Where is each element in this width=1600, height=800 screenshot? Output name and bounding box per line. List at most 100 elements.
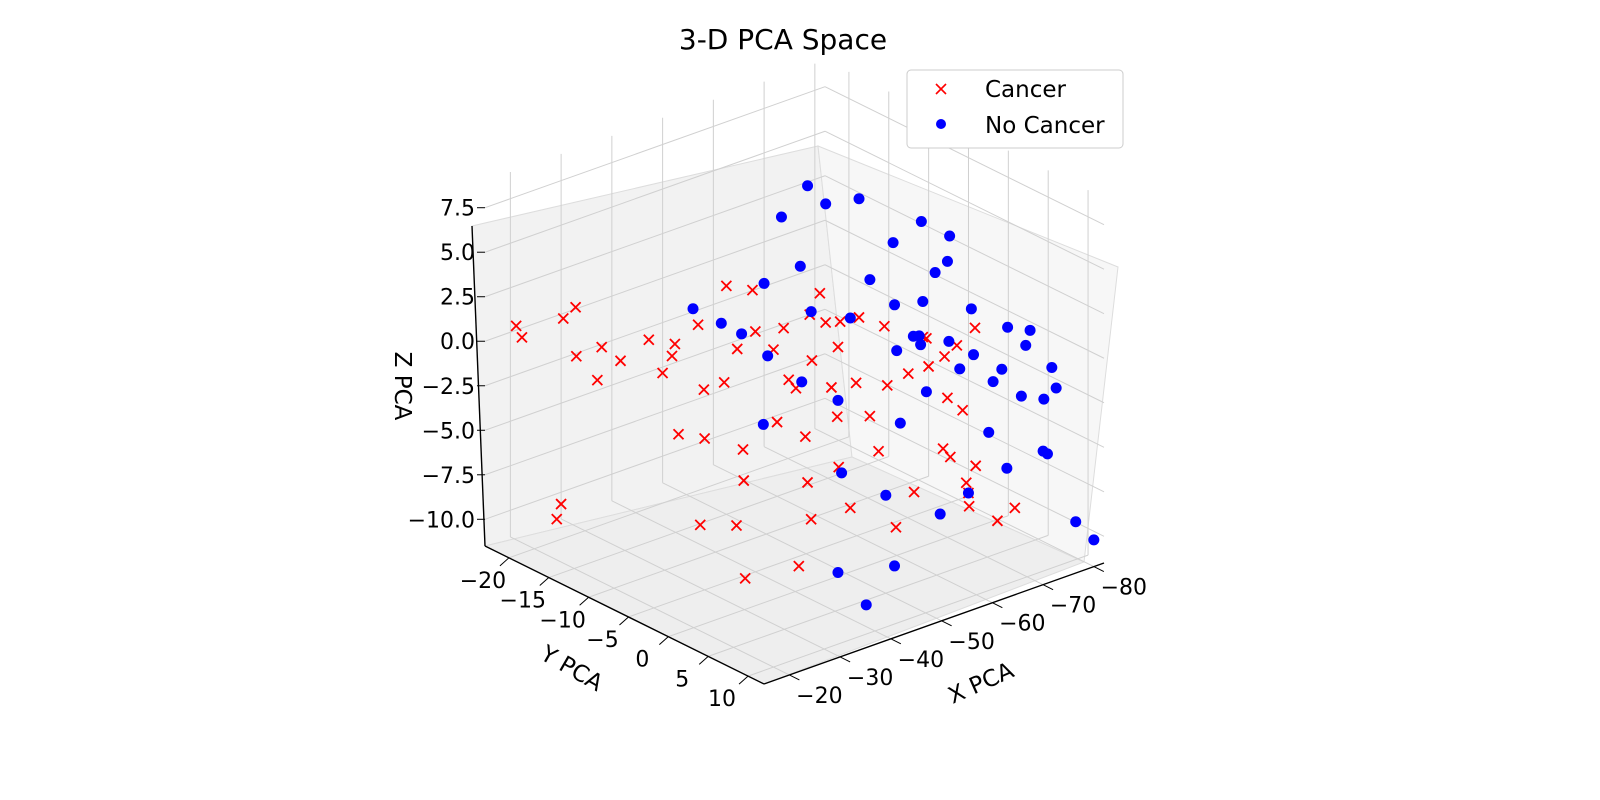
data-points [510, 180, 1100, 611]
z-tick-label-6: 5.0 [440, 241, 475, 266]
grid-line-x-floor-0 [510, 536, 790, 676]
y-tick-label-4: 0 [635, 648, 649, 673]
no-cancer-point [687, 303, 699, 315]
y-tick-mark-6 [738, 675, 749, 685]
grid-line-z-right-4 [824, 219, 1105, 359]
no-cancer-point [944, 230, 956, 242]
cancer-point [698, 383, 710, 396]
grid-line-x-floor-1 [560, 518, 841, 658]
no-cancer-point [715, 317, 727, 329]
cancer-point [937, 442, 949, 455]
cancer-point [806, 354, 818, 367]
x-tick-label-3: −50 [948, 630, 994, 655]
legend-box [906, 69, 1124, 149]
cancer-point [692, 319, 704, 331]
cancer-point [881, 379, 893, 392]
cancer-point [777, 322, 790, 334]
cancer-point [749, 325, 761, 338]
no-cancer-point [987, 376, 999, 388]
no-cancer-point [775, 211, 787, 223]
grid-line-z-left-6 [484, 130, 826, 253]
grid-line-y-floor-6 [747, 554, 1089, 677]
x-tick-label-4: −60 [999, 612, 1045, 637]
no-cancer-point [968, 349, 980, 361]
legend: Cancer No Cancer [906, 69, 1124, 149]
no-cancer-point [860, 599, 872, 611]
y-tick-label-6: 10 [708, 687, 736, 712]
no-cancer-point [907, 330, 919, 342]
y-tick-label-0: −20 [460, 569, 506, 594]
cancer-point [591, 374, 603, 386]
no-cancer-point [736, 328, 748, 340]
no-cancer-point [965, 303, 977, 315]
legend-no-cancer-label: No Cancer [985, 113, 1105, 139]
cancer-point [656, 367, 669, 379]
no-cancer-point [1001, 462, 1013, 474]
cancer-point [672, 428, 685, 440]
no-cancer-point [1038, 393, 1050, 405]
x-tick-label-0: −20 [796, 684, 842, 709]
cancer-point [510, 320, 522, 332]
cancer-point [890, 521, 902, 533]
cancer-point [814, 287, 826, 299]
cancer-point [516, 331, 528, 344]
x-tick-mark-6 [1093, 566, 1105, 573]
x-tick-label-6: −80 [1101, 576, 1147, 601]
cancer-point [557, 312, 569, 325]
no-cancer-point [794, 260, 806, 272]
x-axis-label: X PCA [944, 658, 1018, 710]
no-cancer-point [1002, 321, 1014, 333]
z-tick-label-4: 0.0 [440, 330, 475, 355]
grid-line-y-floor-2 [588, 475, 929, 598]
cancer-point [746, 284, 759, 296]
cancer-point [694, 519, 706, 531]
cancer-point [805, 513, 817, 525]
y-tick-label-1: −15 [500, 589, 546, 614]
no-cancer-point [889, 299, 901, 311]
cancer-point [832, 341, 844, 353]
grid-line-z-right-5 [824, 175, 1105, 315]
y-tick-label-3: −5 [586, 628, 618, 653]
y-tick-mark-5 [698, 656, 709, 665]
cancer-point [878, 320, 891, 332]
grid-line-y-floor-3 [628, 495, 969, 618]
cancer-point [1009, 502, 1021, 514]
no-cancer-point [762, 350, 774, 362]
cancer-point [963, 500, 975, 512]
chart-title: 3-D PCA Space [679, 23, 887, 56]
grid-line-x-floor-4 [713, 464, 993, 604]
z-tick-label-3: −2.5 [422, 375, 475, 400]
cancer-point [960, 477, 972, 489]
x-tick-label-1: −30 [847, 666, 893, 691]
no-cancer-point [1050, 382, 1062, 394]
x-tick-label-5: −70 [1050, 594, 1096, 619]
no-cancer-point [943, 335, 955, 347]
cancer-point [698, 432, 711, 445]
no-cancer-point [889, 560, 901, 572]
cancer-point [820, 316, 832, 329]
cancer-point [643, 334, 655, 346]
grid-line-z-left-0 [484, 397, 826, 520]
y-tick-mark-1 [539, 577, 550, 586]
x-axis-line [763, 562, 1105, 685]
x-tick-mark-4 [992, 602, 1003, 609]
cancer-point [969, 322, 981, 334]
grid-lines [484, 63, 1105, 677]
cancer-point [793, 560, 805, 572]
cancer-point [718, 376, 730, 389]
cancer-point [922, 360, 935, 373]
no-cancer-point [917, 296, 929, 308]
no-cancer-point [915, 339, 927, 351]
cancer-point [902, 368, 914, 380]
legend-cancer-label: Cancer [985, 77, 1067, 103]
no-cancer-point [805, 306, 817, 318]
no-cancer-point [1015, 390, 1027, 402]
cancer-point [551, 513, 563, 525]
no-cancer-point [887, 237, 899, 249]
no-cancer-point [758, 277, 770, 289]
cancer-point [801, 476, 814, 489]
cancer-point [941, 392, 954, 404]
grid-line-y-floor-1 [548, 456, 889, 579]
cancer-point [834, 315, 846, 328]
